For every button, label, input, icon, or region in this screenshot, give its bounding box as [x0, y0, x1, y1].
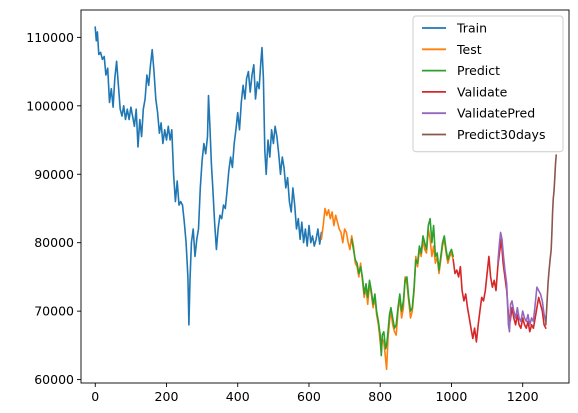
legend-label-validatepred: ValidatePred [457, 106, 535, 121]
x-tick-label: 1000 [436, 389, 468, 404]
legend-label-predict: Predict [457, 63, 500, 78]
legend-label-validate: Validate [457, 84, 508, 99]
x-tick-label: 200 [155, 389, 179, 404]
x-tick-label: 800 [368, 389, 392, 404]
legend-label-train: Train [456, 21, 487, 36]
y-tick-label: 80000 [34, 235, 74, 250]
legend-label-predict30days: Predict30days [457, 127, 545, 142]
x-tick-label: 0 [91, 389, 99, 404]
y-tick-label: 110000 [26, 30, 74, 45]
y-tick-label: 60000 [34, 372, 74, 387]
x-tick-label: 400 [226, 389, 250, 404]
y-tick-label: 90000 [34, 167, 74, 182]
y-tick-label: 70000 [34, 304, 74, 319]
x-tick-label: 600 [297, 389, 321, 404]
legend-label-test: Test [456, 42, 482, 57]
y-tick-label: 100000 [26, 98, 74, 113]
legend: Train Test Predict Validate ValidatePred Pred… [413, 16, 563, 152]
x-tick-label: 1200 [507, 389, 539, 404]
